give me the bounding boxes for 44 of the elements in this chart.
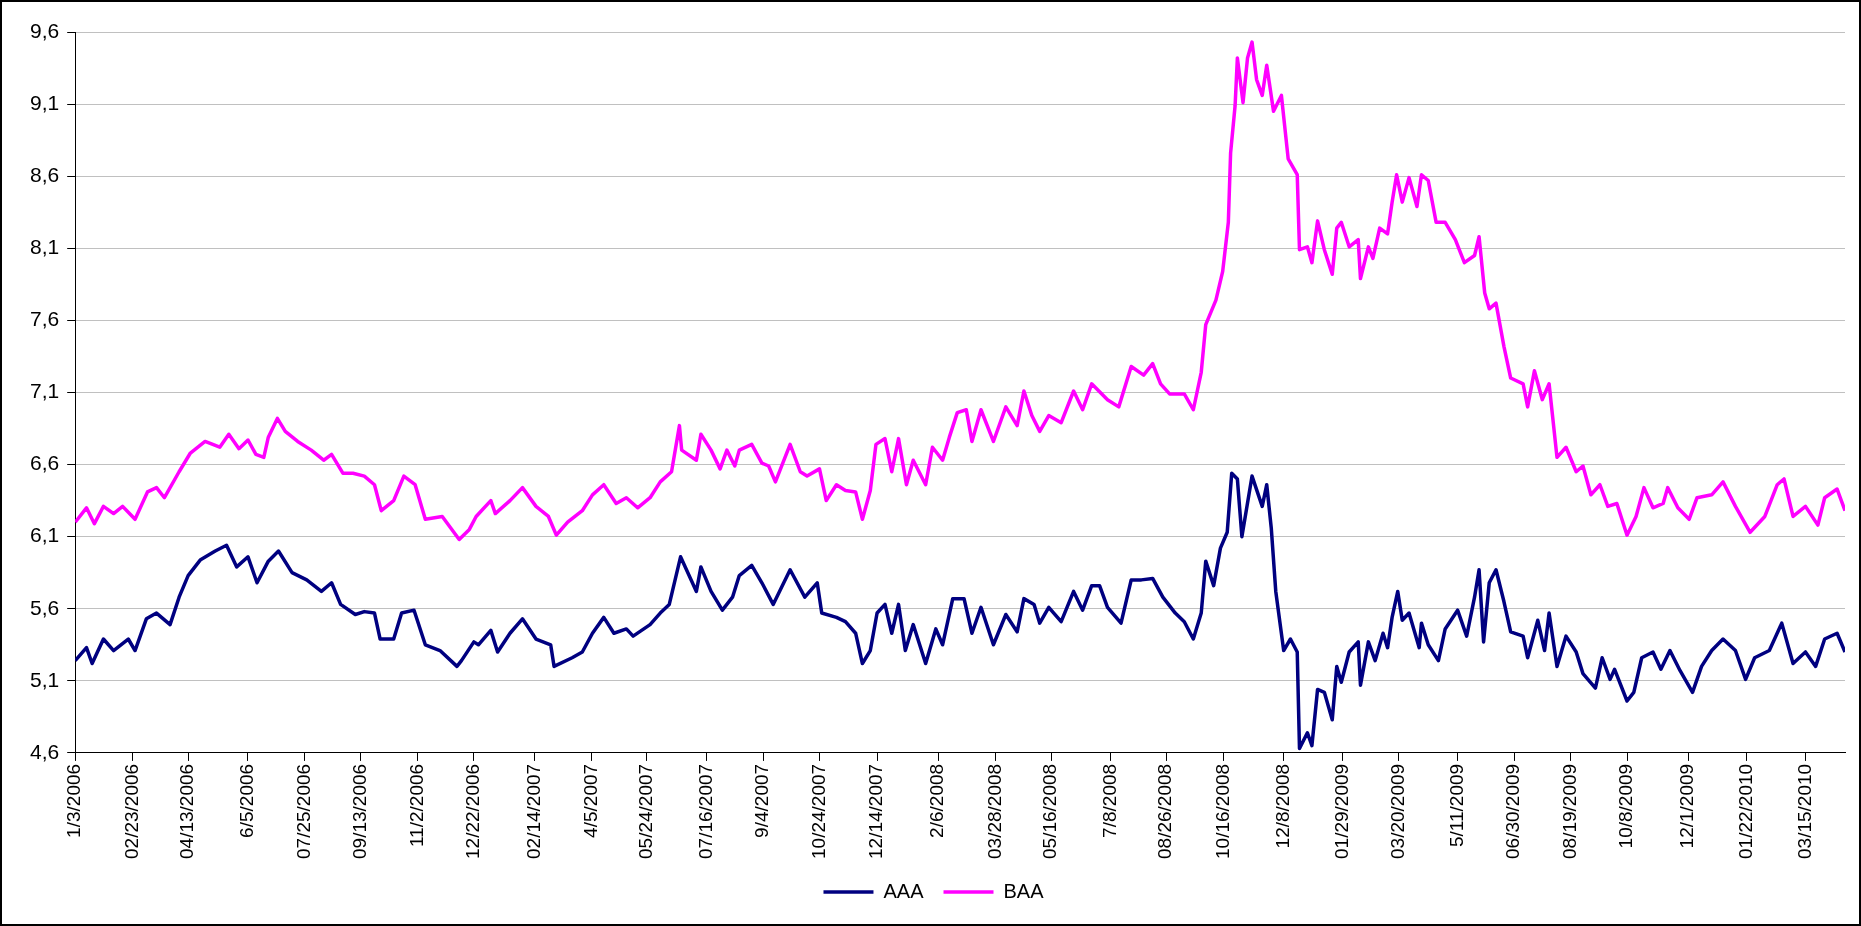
x-tick-label: 08/26/2008	[1154, 763, 1176, 859]
x-tick-label: 06/30/2009	[1502, 763, 1524, 859]
x-tick-label: 01/22/2010	[1734, 763, 1756, 859]
x-tick-label: 08/19/2009	[1558, 763, 1580, 859]
x-tick-label: 10/16/2008	[1212, 763, 1234, 859]
x-tick-label: 02/23/2006	[121, 763, 143, 859]
x-tick-label: 03/28/2008	[983, 763, 1005, 859]
x-tick-label: 12/1/2009	[1676, 763, 1698, 849]
x-tick-label: 04/13/2006	[176, 763, 198, 859]
x-tick-label: 2/6/2008	[926, 763, 948, 838]
y-tick-label: 9,6	[29, 18, 60, 42]
y-tick-label: 4,6	[29, 739, 60, 763]
x-tick-label: 7/8/2008	[1099, 763, 1121, 838]
x-tick-label: 01/29/2009	[1330, 763, 1352, 859]
x-tick-label: 5/11/2009	[1445, 763, 1467, 848]
x-tick-label: 07/16/2007	[694, 763, 716, 859]
x-tick-label: 10/24/2007	[807, 763, 829, 859]
x-tick-label: 6/5/2006	[236, 763, 258, 838]
x-tick-label: 11/2/2006	[405, 763, 427, 848]
x-tick-label: 10/8/2009	[1615, 763, 1637, 849]
x-tick-label: 05/16/2008	[1039, 763, 1061, 859]
y-tick-label: 9,1	[29, 90, 60, 114]
y-tick-label: 5,1	[29, 667, 60, 691]
y-tick-label: 7,1	[29, 379, 60, 403]
y-tick-label: 6,1	[29, 523, 60, 547]
y-tick-label: 7,6	[29, 307, 60, 331]
y-tick-label: 6,6	[29, 451, 60, 475]
x-tick-label: 12/8/2008	[1271, 763, 1293, 849]
x-tick-label: 03/15/2010	[1793, 763, 1815, 859]
x-tick-label: 03/20/2009	[1387, 763, 1409, 859]
legend-label: BAA	[1003, 879, 1045, 902]
x-tick-label: 9/4/2007	[751, 763, 773, 838]
y-tick-label: 5,6	[29, 595, 60, 619]
x-tick-label: 02/14/2007	[523, 763, 545, 859]
y-tick-label: 8,1	[29, 235, 60, 259]
x-tick-label: 05/24/2007	[634, 763, 656, 859]
legend-label: AAA	[883, 879, 925, 902]
x-tick-label: 1/3/2006	[63, 763, 85, 838]
y-tick-label: 8,6	[29, 162, 60, 186]
x-tick-label: 12/14/2007	[865, 763, 887, 859]
x-tick-label: 4/5/2007	[579, 763, 601, 838]
x-tick-label: 12/22/2006	[462, 763, 484, 859]
x-tick-label: 09/13/2006	[349, 763, 371, 859]
x-tick-label: 07/25/2006	[292, 763, 314, 859]
